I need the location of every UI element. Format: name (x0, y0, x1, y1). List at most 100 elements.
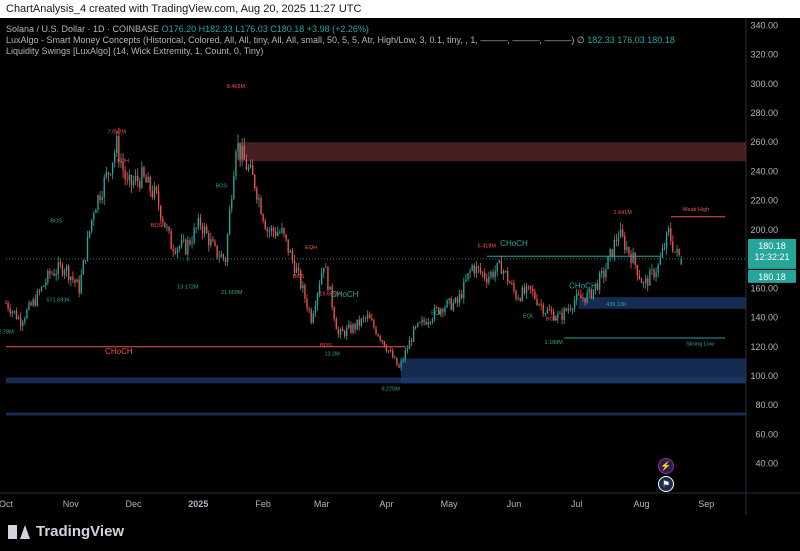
indicator1-name[interactable]: LuxAlgo - Smart Money Concepts (Historic… (6, 35, 575, 45)
candle-body (120, 161, 122, 163)
candle-body (264, 220, 266, 230)
chart-annotation: CHoCH (500, 239, 528, 248)
candle-body (191, 242, 193, 245)
candle-body (375, 327, 377, 335)
candle-body (126, 179, 128, 181)
candle-body (114, 153, 116, 163)
candle-body (241, 145, 243, 160)
y-tick-label: 140.00 (750, 313, 778, 323)
candle-body (55, 274, 57, 276)
candle-body (7, 303, 9, 309)
candle-body (235, 151, 237, 177)
candle-body (277, 232, 279, 236)
candle-body (385, 346, 388, 352)
candle-body (475, 266, 478, 274)
candle-body (99, 195, 101, 201)
candle-body (40, 286, 43, 292)
legend-symbol-row: Solana / U.S. Dollar · 1D · COINBASE O 17… (6, 24, 675, 35)
candle-body (496, 262, 498, 272)
candle-body (243, 145, 245, 160)
candle-body (553, 311, 555, 321)
symbol-name[interactable]: Solana / U.S. Dollar · 1D · COINBASE (6, 24, 160, 34)
candle-body (239, 143, 241, 160)
footer: TradingView (0, 515, 800, 551)
candle-body (174, 251, 177, 254)
candle-body (642, 282, 645, 284)
candle-body (548, 309, 551, 311)
candle-body (624, 236, 626, 250)
candle-body (611, 249, 613, 257)
tradingview-logo[interactable]: TradingView (8, 523, 124, 540)
x-tick-label: Jun (507, 499, 522, 509)
candle-body (473, 265, 475, 274)
legend-indicator1-row[interactable]: LuxAlgo - Smart Money Concepts (Historic… (6, 35, 675, 46)
candle-body (208, 233, 210, 246)
candle-body (423, 319, 425, 323)
lightning-icon[interactable]: ⚡ (658, 458, 674, 474)
ohlc-open-label: O (161, 24, 169, 34)
legend-indicator2-row[interactable]: Liquidity Swings [LuxAlgo] (14, Wick Ext… (6, 46, 675, 57)
y-tick-label: 40.00 (755, 459, 778, 469)
candle-body (504, 270, 507, 272)
candle-body (183, 239, 185, 241)
candle-body (617, 236, 620, 242)
candle-body (565, 308, 567, 311)
candle-body (15, 310, 18, 319)
candle-body (594, 283, 597, 290)
candle-body (502, 271, 505, 274)
candle-body (536, 298, 538, 305)
x-tick-label: Apr (379, 499, 393, 509)
candle-body (38, 291, 41, 292)
price-chart[interactable]: 40.0060.0080.00100.00120.00140.00160.001… (0, 18, 800, 515)
chart-annotation: 2.78M (0, 330, 14, 336)
candle-body (586, 292, 588, 303)
candle-body (417, 323, 419, 327)
candle-body (103, 176, 105, 197)
y-tick-label: 60.00 (755, 429, 778, 439)
chart-annotation: BOS (320, 343, 332, 349)
flag-icon[interactable]: ⚑ (658, 476, 674, 492)
y-tick-label: 240.00 (750, 166, 778, 176)
candle-body (364, 318, 367, 319)
candle-body (88, 231, 91, 237)
chart-area[interactable]: 40.0060.0080.00100.00120.00140.00160.001… (0, 18, 800, 515)
candle-body (477, 266, 480, 268)
candle-body (463, 281, 465, 299)
chart-annotation: BOS (546, 316, 558, 322)
candle-body (72, 276, 74, 280)
candle-body (360, 318, 363, 326)
candle-body (323, 267, 325, 273)
ohlc-low: 176.03 (240, 24, 268, 34)
candle-body (573, 300, 576, 309)
candle-body (438, 307, 440, 315)
candle-body (433, 307, 436, 319)
chart-annotation: 1.641M (613, 210, 632, 216)
candle-body (34, 299, 36, 306)
candle-body (180, 240, 183, 247)
price-badge (748, 238, 796, 269)
candle-body (228, 209, 231, 235)
candle-body (362, 318, 365, 319)
candle-body (302, 285, 304, 289)
candle-body (9, 308, 11, 314)
candle-body (555, 318, 557, 321)
y-tick-label: 260.00 (750, 137, 778, 147)
candle-body (13, 310, 16, 312)
candle-body (256, 188, 258, 200)
candle-body (523, 287, 526, 294)
candle-body (97, 195, 99, 210)
candle-body (304, 285, 306, 299)
candle-body (431, 318, 434, 323)
candle-body (663, 248, 666, 249)
candle-body (291, 250, 294, 260)
candle-body (490, 271, 492, 277)
x-tick-label: Aug (633, 499, 649, 509)
candle-body (398, 365, 400, 368)
chart-annotation: BOS (50, 219, 62, 225)
candle-body (534, 291, 536, 299)
candle-body (557, 313, 559, 319)
candle-body (621, 229, 624, 237)
y-tick-label: 280.00 (750, 108, 778, 118)
candle-body (281, 227, 283, 233)
indicator2-name[interactable]: Liquidity Swings [LuxAlgo] (14, Wick Ext… (6, 46, 264, 56)
